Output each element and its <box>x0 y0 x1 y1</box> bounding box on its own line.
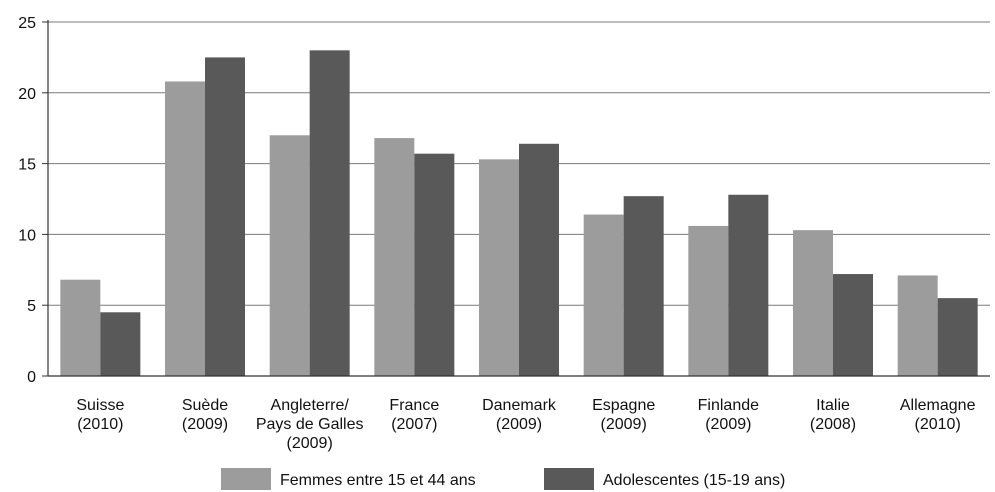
bar-series-2 <box>833 274 873 376</box>
x-category-label: (2009) <box>287 435 333 452</box>
x-category-label: Angleterre/ <box>271 397 350 414</box>
x-category-label: (2010) <box>915 416 961 433</box>
legend-swatch-2 <box>544 468 594 490</box>
bar-series-2 <box>414 153 455 376</box>
bar-series-1 <box>165 81 205 377</box>
y-tick-label: 20 <box>18 86 36 103</box>
x-category-label: (2008) <box>810 416 856 433</box>
x-category-label: (2010) <box>77 416 123 433</box>
x-category-label: (2009) <box>496 416 542 433</box>
x-category-label: Espagne <box>592 397 655 414</box>
bar-series-1 <box>688 225 729 376</box>
bar-series-1 <box>479 159 519 376</box>
y-tick-label: 25 <box>18 15 36 32</box>
x-category-label: (2009) <box>182 416 228 433</box>
legend: Femmes entre 15 et 44 ans Adolescentes (1… <box>221 468 785 490</box>
x-category-label: Pays de Galles <box>256 416 364 433</box>
y-tick-label: 5 <box>27 298 36 315</box>
x-axis-labels: Suisse (2010) Suède (2009) Angleterre/Pays d… <box>76 397 975 452</box>
bar-series-2 <box>728 194 769 376</box>
x-category-label: Italie <box>816 397 850 414</box>
bar-series-1 <box>583 214 624 376</box>
axes <box>47 20 990 377</box>
x-category-label: France <box>389 397 439 414</box>
x-category-label: Suède <box>182 397 228 414</box>
x-category-label: Finlande <box>698 397 759 414</box>
bar-series-1 <box>793 230 833 376</box>
bar-series-2 <box>623 196 664 376</box>
y-tick-label: 0 <box>27 369 36 386</box>
bar-series-2 <box>100 312 141 376</box>
bar-series-1 <box>897 275 938 376</box>
bar-series-1 <box>60 279 101 376</box>
x-category-label: Suisse <box>76 397 124 414</box>
x-category-label: Danemark <box>482 397 557 414</box>
bar-series-1 <box>374 138 415 376</box>
x-category-label: (2009) <box>705 416 751 433</box>
bar-series-2 <box>519 143 559 376</box>
bars <box>60 50 978 377</box>
y-tick-label: 10 <box>18 227 36 244</box>
y-axis-ticks: 0 5 10 15 20 25 <box>18 15 48 386</box>
bar-series-1 <box>269 135 310 376</box>
legend-label-1: Femmes entre 15 et 44 ans <box>280 472 476 489</box>
legend-swatch-1 <box>221 468 271 490</box>
legend-label-2: Adolescentes (15-19 ans) <box>603 472 785 489</box>
bar-series-2 <box>937 298 978 376</box>
x-category-label: Allemagne <box>900 397 976 414</box>
x-category-label: (2007) <box>391 416 437 433</box>
y-tick-label: 15 <box>18 157 36 174</box>
x-category-label: (2009) <box>601 416 647 433</box>
bar-series-2 <box>309 50 350 376</box>
bar-series-2 <box>205 57 245 377</box>
